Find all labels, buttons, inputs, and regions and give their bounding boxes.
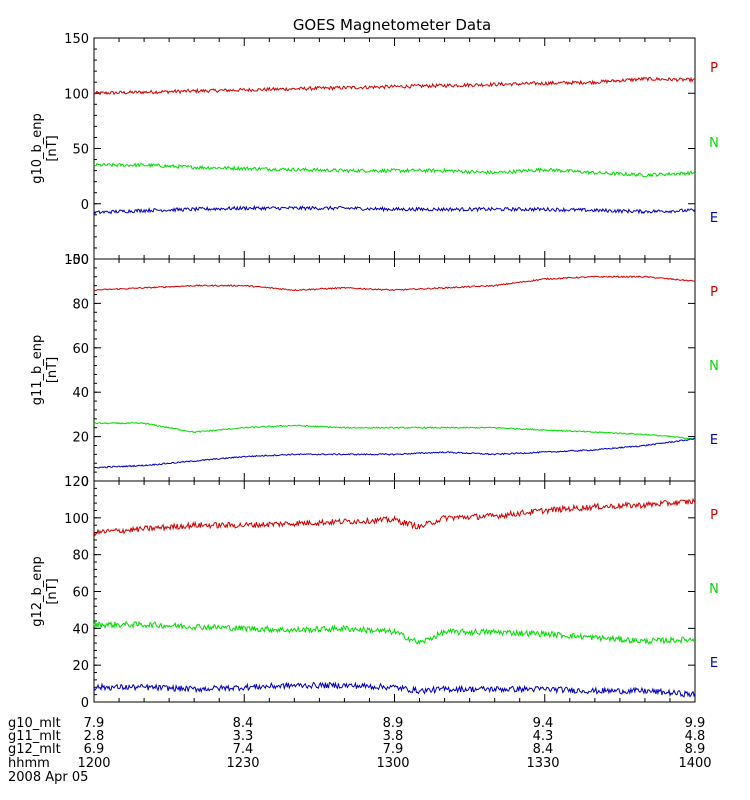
series-line-E (93, 204, 696, 215)
y-tick-label: 40 (72, 386, 89, 401)
y-tick-label: 0 (81, 198, 89, 213)
legend-E: E (710, 656, 718, 671)
y-tick-label: 80 (72, 549, 89, 564)
legend-N: N (709, 136, 719, 151)
y-tick-label: 100 (64, 253, 89, 268)
footer-value: 3.3 (233, 729, 254, 744)
legend-E: E (710, 433, 718, 448)
footer-value: 1330 (526, 756, 559, 771)
footer-row-label: g10_mlt (8, 716, 61, 731)
footer-row-label: hhmm (8, 756, 50, 771)
y-tick-label: 20 (72, 659, 89, 674)
legend-N: N (709, 582, 719, 597)
footer-date: 2008 Apr 05 (8, 770, 88, 785)
footer-value: 8.4 (533, 742, 554, 757)
footer-value: 9.9 (685, 716, 706, 731)
y-tick-label: 120 (64, 475, 89, 490)
footer-value: 1200 (77, 756, 110, 771)
panel-2: 0 20 40 60 80 100 g11_b_enp [nT] P N E (30, 253, 719, 490)
footer-value: 7.9 (84, 716, 105, 731)
y-axis-unit: [nT] (45, 357, 60, 383)
footer-value: 1230 (226, 756, 259, 771)
y-axis-label: g12_b_enp (30, 556, 45, 627)
series-line-P (93, 275, 696, 292)
footer-row-label: g11_mlt (8, 729, 61, 744)
series-line-N (93, 421, 696, 440)
y-axis-label: g10_b_enp (30, 113, 45, 184)
y-axis-unit: [nT] (45, 578, 60, 604)
chart-title: GOES Magnetometer Data (293, 16, 491, 34)
panel-frame (93, 480, 696, 703)
legend-N: N (709, 359, 719, 374)
footer-value: 8.9 (383, 716, 404, 731)
footer-value: 1300 (376, 756, 409, 771)
y-tick-label: -50 (68, 253, 89, 268)
footer-value: 9.4 (533, 716, 554, 731)
footer-value: 4.3 (533, 729, 554, 744)
y-tick-label: 0 (81, 475, 89, 490)
legend-P: P (710, 508, 718, 523)
footer-value: 2.8 (84, 729, 105, 744)
series-line-P (93, 76, 696, 96)
y-tick-label: 0 (81, 696, 89, 711)
footer-value: 3.8 (383, 729, 404, 744)
legend-P: P (710, 285, 718, 300)
legend-E: E (710, 211, 718, 226)
footer-value: 1400 (678, 756, 711, 771)
y-tick-label: 50 (72, 143, 89, 158)
legend-P: P (710, 61, 718, 76)
footer-value: 8.4 (233, 716, 254, 731)
y-tick-label: 150 (64, 32, 89, 47)
series-line-N (93, 162, 696, 178)
footer-value: 7.9 (383, 742, 404, 757)
footer-value: 7.4 (233, 742, 254, 757)
series-line-P (93, 497, 696, 537)
panel-1: -50 0 50 100 150 g10_b_enp [nT] P N E (30, 32, 719, 268)
y-tick-label: 80 (72, 297, 89, 312)
series-line-E (93, 681, 696, 698)
series-line-N (93, 620, 696, 646)
panel-3: 0 20 40 60 80 100 120 g12_b_enp [nT] P N E (30, 475, 719, 711)
series-line-E (93, 437, 695, 469)
footer-value: 4.8 (685, 729, 706, 744)
footer-row-label: g12_mlt (8, 742, 61, 757)
y-tick-label: 20 (72, 431, 89, 446)
footer-value: 6.9 (84, 742, 105, 757)
y-tick-label: 100 (64, 512, 89, 527)
y-tick-label: 40 (72, 622, 89, 637)
footer-table: g10_mlt 7.9 8.4 8.9 9.4 9.9 g11_mlt 2.8 3.3 3.8 4.… (8, 716, 712, 785)
panel-frame (93, 258, 696, 482)
y-tick-label: 100 (64, 87, 89, 102)
y-tick-label: 60 (72, 342, 89, 357)
y-axis-unit: [nT] (45, 135, 60, 161)
y-axis-label: g11_b_enp (30, 335, 45, 406)
y-tick-label: 60 (72, 586, 89, 601)
panel-frame (93, 37, 696, 260)
footer-value: 8.9 (685, 742, 706, 757)
